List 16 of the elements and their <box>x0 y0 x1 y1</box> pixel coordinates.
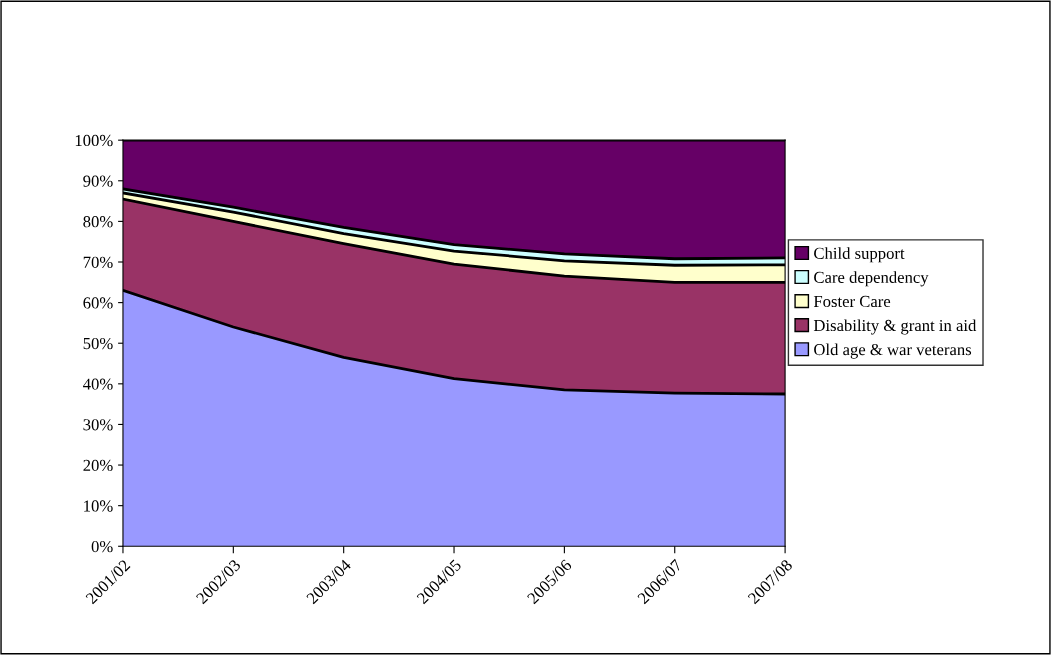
y-tick-label: 0% <box>91 540 113 553</box>
y-tick-label: 40% <box>83 378 113 390</box>
y-tick-label: 100% <box>75 134 113 147</box>
y-tick-label: 10% <box>84 500 113 512</box>
legend-label: Old age & war veterans <box>814 343 972 359</box>
y-tick-label: 90% <box>83 175 113 187</box>
legend-label: Care dependency <box>814 271 929 287</box>
y-tick-label: 60% <box>83 297 113 309</box>
legend-label: Foster Care <box>813 295 891 308</box>
legend-label: Disability & grant in aid <box>813 319 977 335</box>
y-tick-label: 80% <box>83 216 113 228</box>
y-tick-label: 30% <box>83 419 113 431</box>
y-tick-label: 50% <box>83 337 113 350</box>
legend-label: Child support <box>814 247 905 263</box>
y-tick-label: 20% <box>83 459 113 472</box>
y-tick-label: 70% <box>83 256 113 268</box>
